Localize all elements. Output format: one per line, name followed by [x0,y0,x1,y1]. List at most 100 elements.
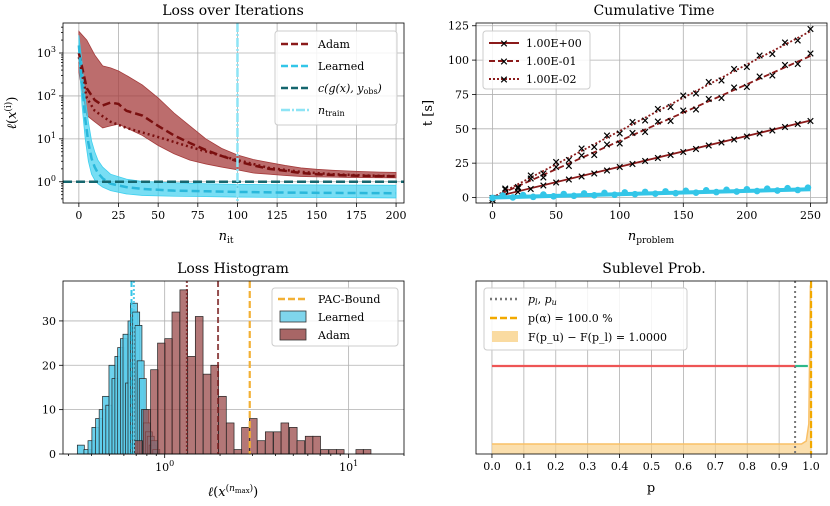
adam-hist-bar [150,369,159,455]
x-tick-label: 100 [155,459,174,474]
learned-time-marker [713,188,720,196]
svg-text:ℓ(x(nmax)): ℓ(x(nmax)) [208,483,259,500]
adam-hist-bar [320,449,329,455]
x-tick-label: 125 [267,209,288,222]
time-marker: × [768,124,777,137]
adam-hist-bar [328,449,337,455]
time-marker: × [628,126,637,139]
y-tick-label: 102 [37,88,56,103]
svg-text:nproblem: nproblem [628,229,675,246]
x-tick-label: 0.0 [483,460,501,473]
legend-item-adam: Adam [317,38,351,51]
legend-item-learned: Learned [318,60,364,73]
adam-line [77,52,397,178]
y-tick-label: 0 [462,192,469,205]
learned-time-marker [621,189,629,196]
time-marker: × [577,170,586,183]
time-marker: × [768,69,777,82]
time-marker: × [577,142,586,155]
y-tick-label: 125 [448,20,469,33]
time-marker: × [806,115,815,128]
time-marker: × [704,93,713,106]
time-marker: × [641,114,650,127]
chart-title-4: Sublevel Prob. [602,261,705,277]
legend-item-learned-hist: Learned [318,311,364,324]
time-marker: × [730,62,739,75]
x-tick-label: 0.8 [738,460,756,473]
axis-label-n-problem: nproblem [628,229,675,246]
learned-hist-bar [76,444,85,455]
time-marker: × [564,160,573,173]
axis-label-time: t [s] [421,100,436,126]
time-marker: × [590,148,599,161]
x-tick-label: 50 [151,209,165,222]
learned-time-marker [682,187,690,195]
x-tick-label: 0.5 [643,460,661,473]
time-marker: × [742,61,751,74]
time-marker: × [653,151,662,164]
time-marker: × [717,92,726,105]
learned-time-marker [784,184,791,192]
time-marker: × [704,139,713,152]
learned-time-marker [509,194,517,201]
time-marker: × [552,156,561,169]
series-1e0: ×××××××××××××××××××××××××× [488,115,815,205]
adam-hist-bar [233,449,243,455]
axis-label-loss: ℓ(x(i)) [3,97,20,130]
legend-3: PAC-Bound Learned Adam [271,287,399,347]
x-tick-label: 0.7 [707,460,725,473]
time-marker: × [780,59,789,72]
time-marker: × [666,114,675,127]
x-tick-label: 175 [346,209,367,222]
svg-text:×: × [499,55,508,68]
legend-2: × 1.00E+00 × 1.00E-01 × 1.00E-02 [482,30,591,90]
chart-title-3: Loss Histogram [177,261,289,277]
time-marker: × [526,182,535,195]
panel-sublevel-prob: Sublevel Prob. 0.0 0.1 0.2 0.3 0.4 0.5 0.6 0.7 0… [475,261,828,496]
x-tick-label: 0 [75,209,82,222]
time-marker: × [755,127,764,140]
y-tick-label: 103 [37,45,56,60]
chart-title-2: Cumulative Time [594,3,715,19]
time-marker: × [717,74,726,87]
time-marker: × [539,171,548,184]
time-marker: × [755,49,764,62]
adam-hist-bar [218,395,227,455]
adam-hist-bar [257,440,266,455]
axis-label-p: p [647,481,655,496]
y-tick-label: 10 [42,404,56,417]
y-tick-label: 100 [448,54,469,67]
time-marker: × [704,76,713,89]
svg-text:nit: nit [219,229,234,246]
chart-title-1: Loss over Iterations [162,3,304,19]
adam-hist-bar [273,431,282,455]
time-marker: × [602,129,611,142]
learned-time-marker [580,190,588,197]
time-marker: × [641,155,650,168]
panel-loss-over-iterations: Loss over Iterations 0 25 50 75 100 125 150 175… [3,3,407,246]
x-tick-label: 101 [339,459,358,474]
y-tick-label: 20 [42,359,56,372]
time-marker: × [730,81,739,94]
x-tick-label: 0.1 [515,460,533,473]
adam-hist-bar [289,427,298,455]
adam-hist-bar [296,440,306,455]
learned-time-marker [590,191,598,199]
adam-hist-bar [164,338,173,455]
learned-time-marker [641,188,649,196]
x-tick-label: 150 [306,209,327,222]
learned-time-marker [519,191,527,199]
time-marker: × [628,116,637,129]
time-marker: × [552,176,561,189]
learned-time-marker [763,185,771,193]
time-marker: × [615,127,624,140]
time-marker: × [539,179,548,192]
x-tick-label: 150 [673,209,694,222]
y-tick-label: 50 [455,123,469,136]
x-tick-label: 250 [800,209,821,222]
learned-time-marker [743,185,751,193]
time-marker: × [602,164,611,177]
time-marker: × [793,34,802,47]
time-marker: × [641,126,650,139]
panel-cumulative-time: Cumulative Time × × × × × × × × × × × × × × × × × × × × × × × ×… [421,3,828,246]
